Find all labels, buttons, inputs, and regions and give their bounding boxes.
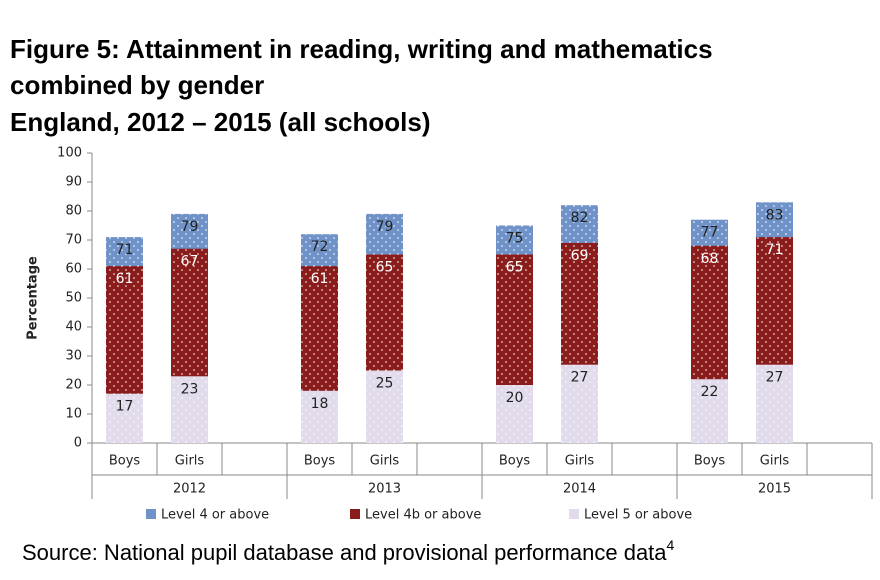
y-tick-label: 10 [65,407,82,422]
title-line: combined by gender [10,70,264,100]
legend-swatch [569,509,579,519]
data-label: 68 [701,251,719,267]
group-label: 2015 [758,482,791,497]
data-label: 17 [116,399,134,415]
legend-label: Level 4b or above [365,508,481,523]
y-tick-label: 0 [74,436,82,451]
group-label: 2012 [173,482,206,497]
data-label: 61 [116,271,134,287]
bar [301,390,338,443]
x-tick-label: Girls [370,454,400,469]
x-tick-label: Girls [760,454,790,469]
legend-label: Level 4 or above [161,508,269,523]
source-text: Source: National pupil database and prov… [22,540,667,565]
data-label: 72 [311,239,329,255]
bar [691,379,728,443]
bar [496,385,533,443]
y-tick-label: 70 [65,233,82,248]
data-label: 65 [506,260,524,276]
data-label: 20 [506,390,524,406]
title-line: Figure 5: Attainment in reading, writing… [10,34,713,64]
data-label: 77 [701,225,719,241]
data-label: 67 [181,254,199,270]
y-tick-label: 40 [65,320,82,335]
x-tick-label: Boys [109,454,141,469]
x-tick-label: Boys [304,454,336,469]
bar [171,376,208,443]
y-tick-label: 60 [65,262,82,277]
data-label: 75 [506,231,524,247]
data-label: 79 [376,219,394,235]
group-label: 2013 [368,482,401,497]
legend-label: Level 5 or above [584,508,692,523]
bar [561,364,598,443]
data-label: 22 [701,384,719,400]
source: Source: National pupil database and prov… [22,537,675,565]
legend-swatch [146,509,156,519]
bar [756,364,793,443]
x-tick-label: Boys [694,454,726,469]
x-tick-label: Girls [565,454,595,469]
y-tick-label: 50 [65,291,82,306]
x-tick-label: Boys [499,454,531,469]
data-label: 27 [571,370,589,386]
data-label: 71 [116,242,134,258]
y-tick-label: 100 [57,146,82,161]
y-tick-label: 30 [65,349,82,364]
data-label: 71 [766,242,784,258]
data-label: 79 [181,219,199,235]
data-label: 82 [571,210,589,226]
data-label: 27 [766,370,784,386]
bar [366,370,403,443]
data-label: 18 [311,396,329,412]
bar [106,393,143,443]
data-label: 23 [181,381,199,397]
data-label: 83 [766,207,784,223]
legend-swatch [350,509,360,519]
group-label: 2014 [563,482,596,497]
y-axis-label: Percentage [26,256,41,340]
data-label: 65 [376,260,394,276]
title-line: England, 2012 – 2015 (all schools) [10,107,431,137]
source-note: 4 [667,537,675,553]
data-label: 25 [376,376,394,392]
data-label: 61 [311,271,329,287]
x-tick-label: Girls [175,454,205,469]
y-tick-label: 20 [65,378,82,393]
y-tick-label: 90 [65,175,82,190]
y-tick-label: 80 [65,204,82,219]
data-label: 69 [571,248,589,264]
